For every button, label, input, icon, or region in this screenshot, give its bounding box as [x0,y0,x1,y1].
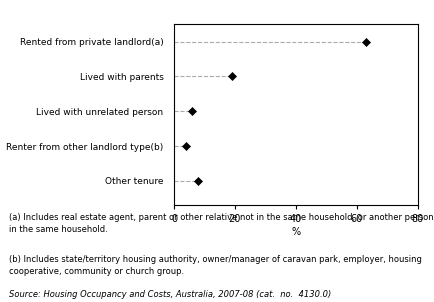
Text: Source: Housing Occupancy and Costs, Australia, 2007-08 (cat.  no.  4130.0): Source: Housing Occupancy and Costs, Aus… [9,290,330,299]
Text: (a) Includes real estate agent, parent or other relative not in the same househo: (a) Includes real estate agent, parent o… [9,213,434,234]
Text: (b) Includes state/territory housing authority, owner/manager of caravan park, e: (b) Includes state/territory housing aut… [9,255,421,276]
X-axis label: %: % [291,227,299,237]
